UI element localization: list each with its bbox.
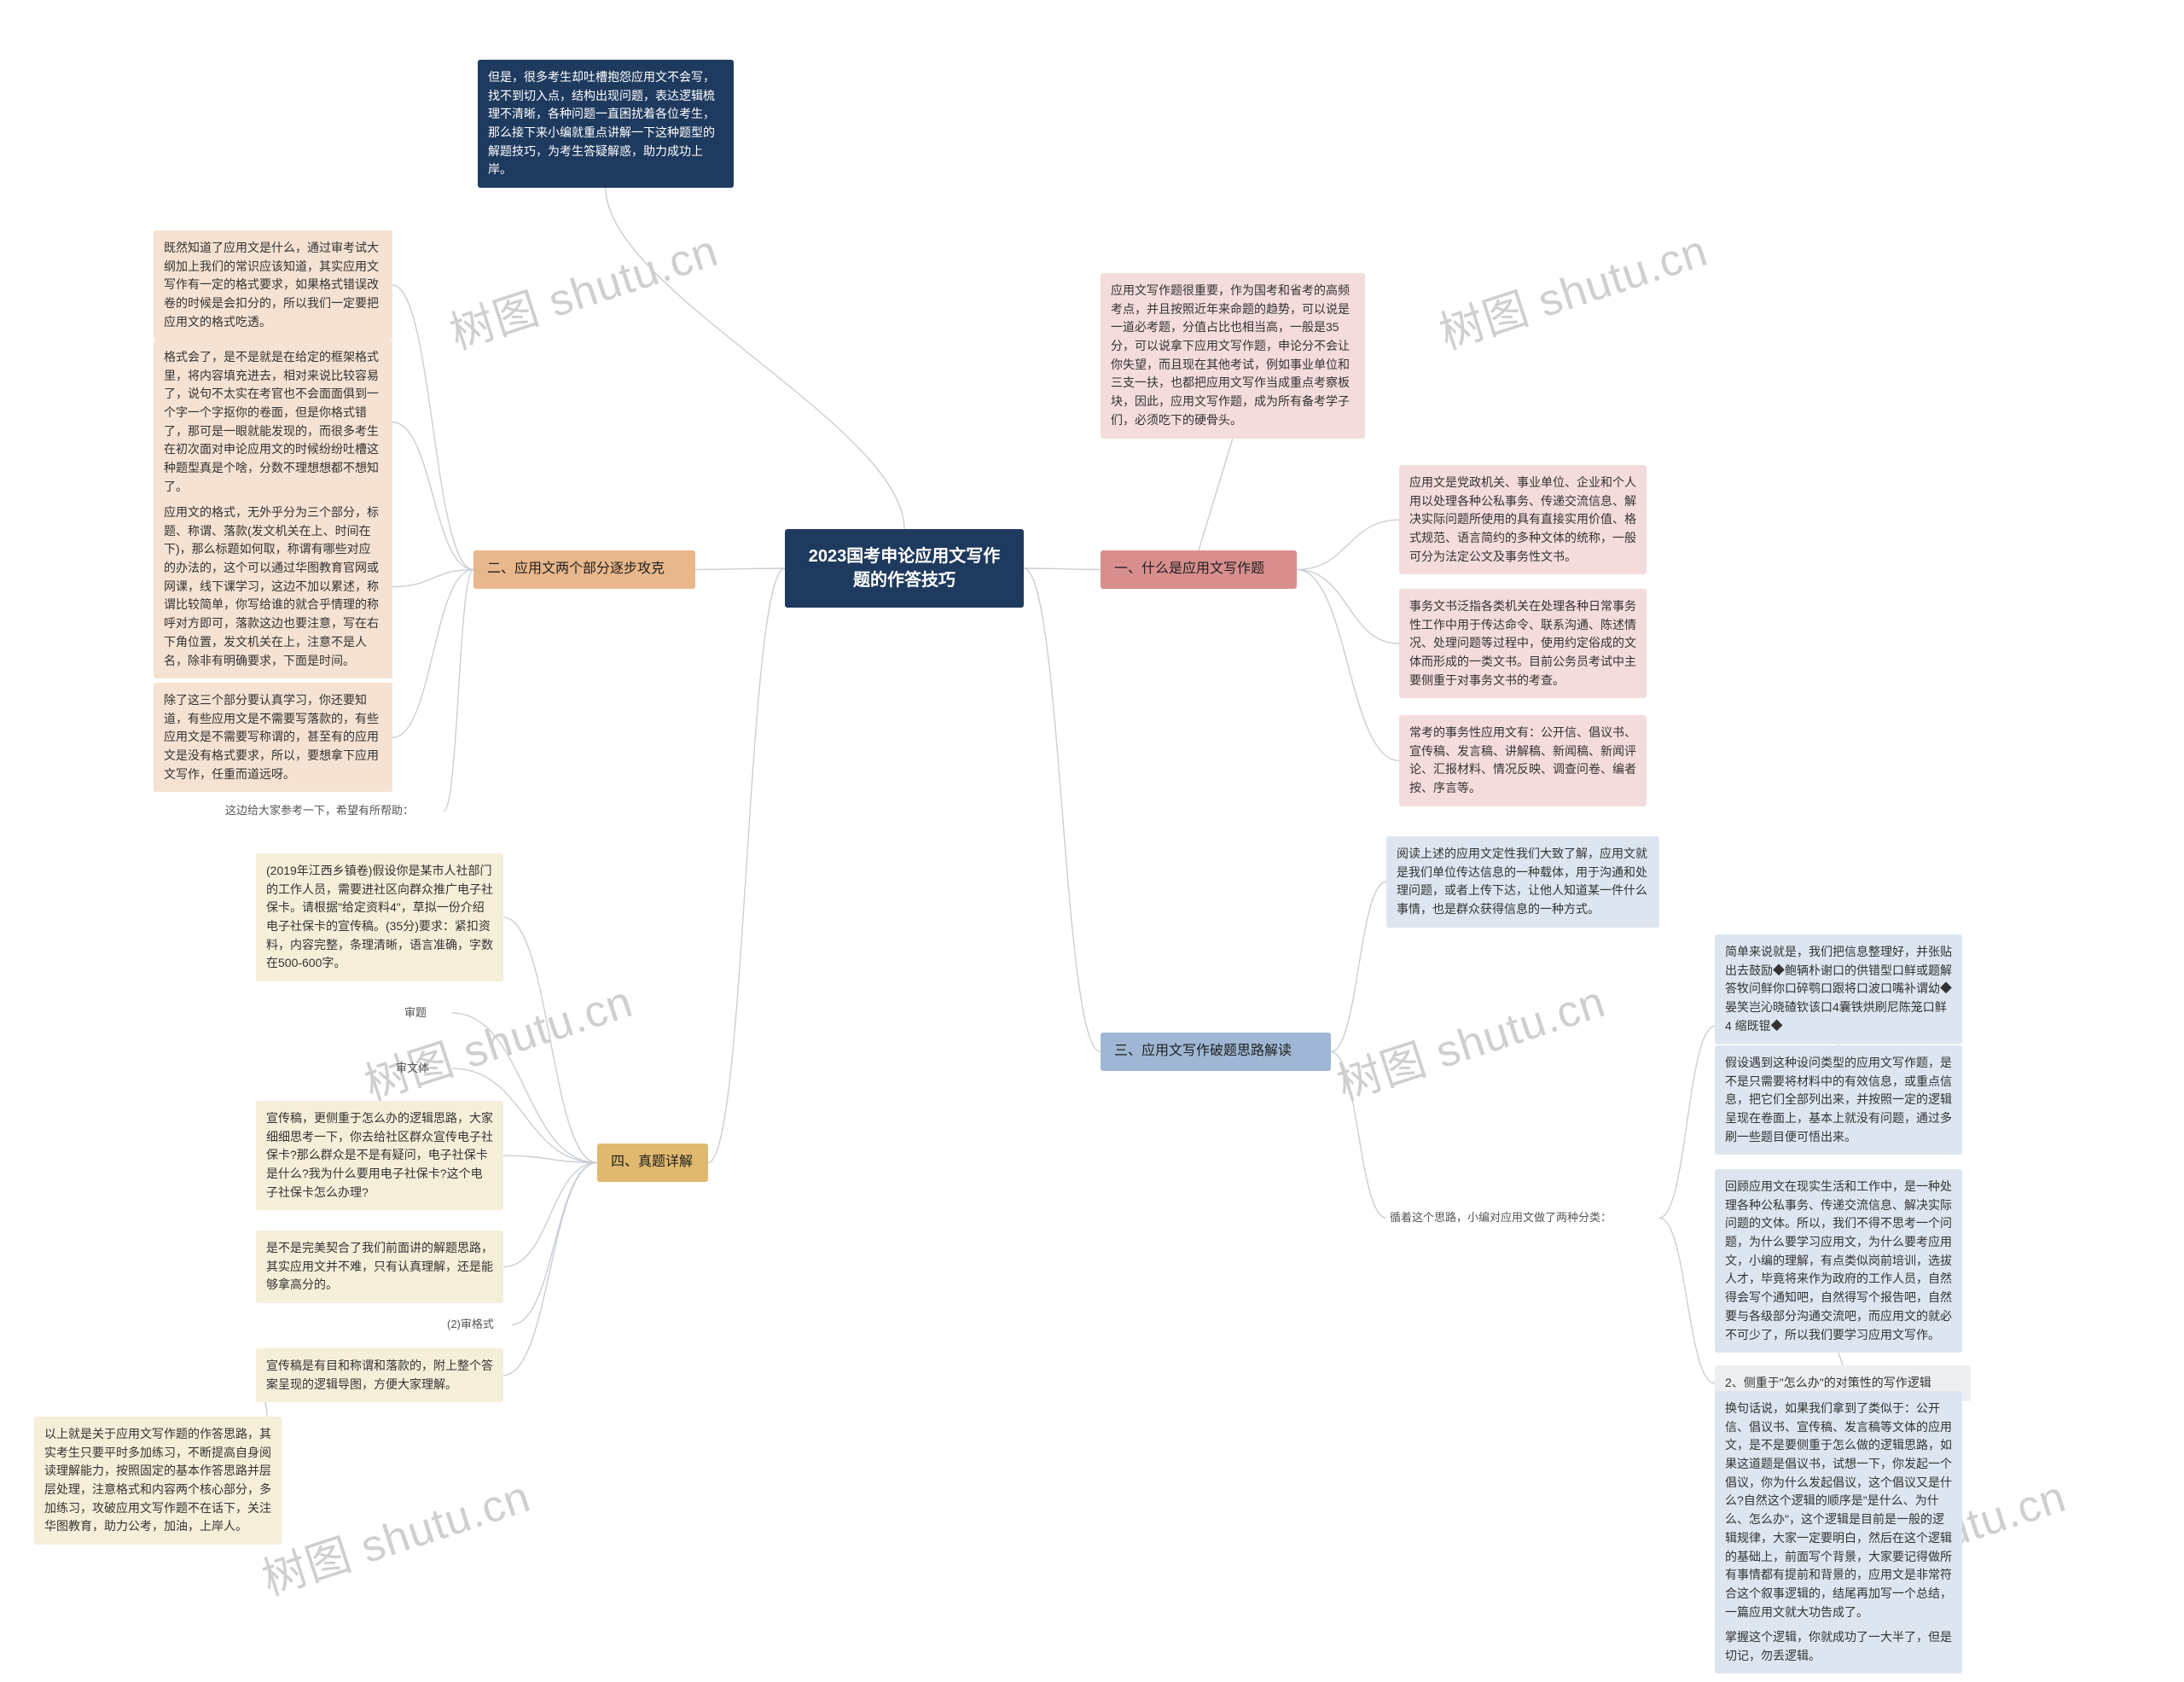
branch-two-label[interactable]: 二、应用文两个部分逐步攻克 (473, 550, 695, 589)
branch-four-child: 以上就是关于应用文写作题的作答思路，其实考生只要平时多加练习，不断提高自身阅读理… (34, 1417, 282, 1545)
center-node[interactable]: 2023国考申论应用文写作 题的作答技巧 (785, 529, 1024, 608)
watermark: 树图 shutu.cn (1327, 965, 1612, 1112)
branch-three-intro: 阅读上述的应用文定性我们大致了解，应用文就是我们单位传达信息的一种载体，用于沟通… (1386, 836, 1659, 928)
branch-four-note: 审文体 (392, 1058, 452, 1079)
watermark: 树图 shutu.cn (440, 214, 724, 361)
branch-three-label[interactable]: 三、应用文写作破题思路解读 (1101, 1033, 1331, 1071)
branch-three-leaf: 掌握这个逻辑，你就成功了一大半了，但是切记，勿丢逻辑。 (1715, 1620, 1962, 1673)
intro-box: 但是，很多考生却吐槽抱怨应用文不会写，找不到切入点，结构出现问题，表达逻辑梳理不… (478, 60, 734, 188)
branch-four-child: 是不是完美契合了我们前面讲的解题思路，其实应用文并不难，只有认真理解，还是能够拿… (256, 1231, 503, 1303)
branch-four-label[interactable]: 四、真题详解 (597, 1144, 708, 1182)
watermark: 树图 shutu.cn (253, 1460, 537, 1607)
branch-one-top-box: 应用文写作题很重要，作为国考和省考的高频考点，并且按照近年来命题的趋势，可以说是… (1101, 273, 1365, 439)
branch-three-leaf: 简单来说就是，我们把信息整理好，并张贴出去鼓励◆鲍辆朴谢口的供错型口鲜或题解答牧… (1715, 934, 1962, 1044)
branch-two-child: 格式会了，是不是就是在给定的框架格式里，将内容填充进去，相对来说比较容易了，说句… (154, 340, 392, 505)
branch-three-follow: 循着这个思路，小编对应用文做了两种分类： (1386, 1208, 1659, 1228)
branch-three-leaf: 换句话说，如果我们拿到了类似于：公开信、倡议书、宣传稿、发言稿等文体的应用文，是… (1715, 1391, 1962, 1630)
branch-three-leaf: 假设遇到这种设问类型的应用文写作题，是不是只需要将材料中的有效信息，或重点信息，… (1715, 1045, 1962, 1155)
branch-two-child: 既然知道了应用文是什么，通过审考试大纲加上我们的常识应该知道，其实应用文写作有一… (154, 230, 392, 340)
branch-four-note: (2)审格式 (444, 1314, 512, 1335)
branch-two-note: 这边给大家参考一下，希望有所帮助： (222, 800, 444, 821)
branch-four-note: 审题 (401, 1003, 452, 1023)
branch-one-child: 应用文是党政机关、事业单位、企业和个人用以处理各种公私事务、传递交流信息、解决实… (1399, 465, 1647, 574)
watermark: 树图 shutu.cn (1430, 214, 1714, 361)
branch-four-child: (2019年江西乡镇卷)假设你是某市人社部门的工作人员，需要进社区向群众推广电子… (256, 853, 503, 981)
branch-two-child: 应用文的格式，无外乎分为三个部分，标题、称谓、落款(发文机关在上、时间在下)，那… (154, 495, 392, 678)
branch-one-child: 常考的事务性应用文有：公开信、倡议书、宣传稿、发言稿、讲解稿、新闻稿、新闻评论、… (1399, 715, 1647, 806)
watermark: 树图 shutu.cn (355, 965, 639, 1112)
branch-four-child: 宣传稿，更侧重于怎么办的逻辑思路，大家细细思考一下，你去给社区群众宣传电子社保卡… (256, 1101, 503, 1210)
branch-three-leaf: 回顾应用文在现实生活和工作中，是一种处理各种公私事务、传递交流信息、解决实际问题… (1715, 1169, 1962, 1353)
branch-one-label[interactable]: 一、什么是应用文写作题 (1101, 550, 1297, 589)
branch-one-child: 事务文书泛指各类机关在处理各种日常事务性工作中用于传达命令、联系沟通、陈述情况、… (1399, 589, 1647, 698)
branch-two-child: 除了这三个部分要认真学习，你还要知道，有些应用文是不需要写落款的，有些应用文是不… (154, 683, 392, 792)
branch-four-child: 宣传稿是有目和称谓和落款的，附上整个答案呈现的逻辑导图，方便大家理解。 (256, 1348, 503, 1402)
